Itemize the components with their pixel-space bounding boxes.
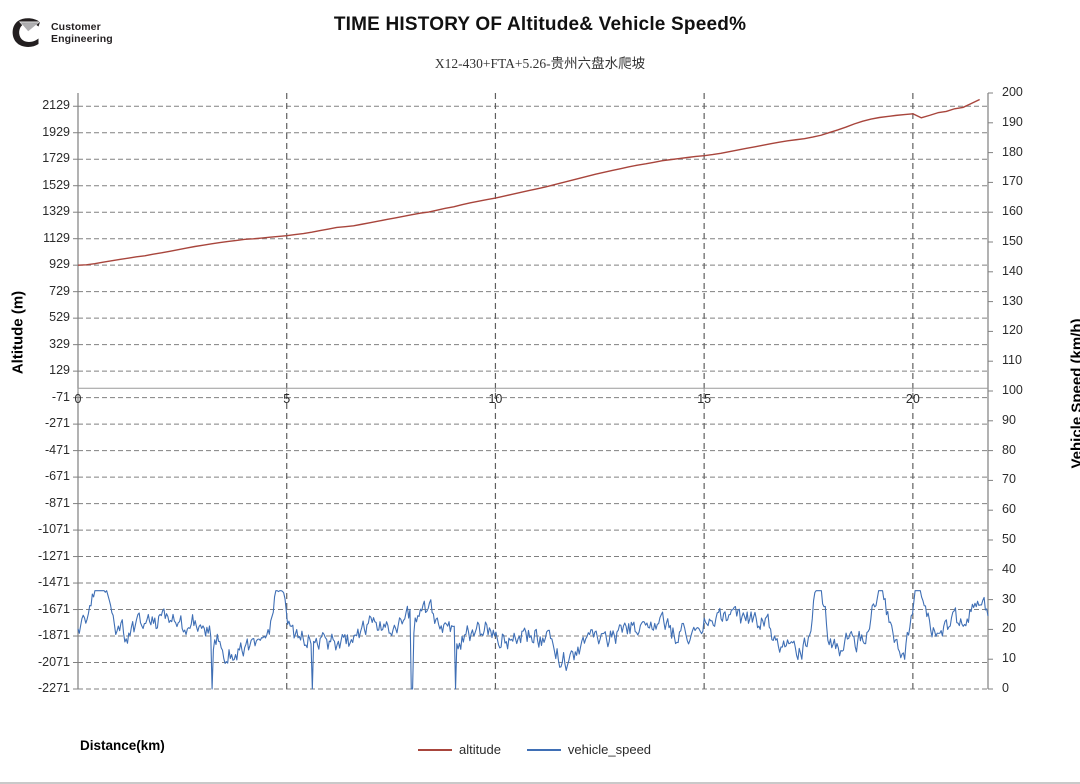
logo-text: Customer Engineering: [51, 21, 113, 46]
y-axis-left-tick-label: -1471: [38, 575, 70, 590]
y-axis-left-tick-label: 529: [49, 310, 70, 325]
y-axis-right-tick-label: 160: [1002, 204, 1023, 219]
y-axis-left-tick-label: 329: [49, 336, 70, 351]
y-axis-right-tick-label: 50: [1002, 532, 1016, 546]
y-axis-left-tick-label: -871: [44, 495, 70, 510]
logo-text-line2: Engineering: [51, 33, 113, 45]
y-axis-right-tick-label: 100: [1002, 383, 1023, 397]
x-axis-title: Distance(km): [80, 738, 165, 753]
series-line-altitude: [77, 98, 980, 266]
y-axis-right-tick-label: 60: [1002, 502, 1016, 517]
chart-title: TIME HISTORY OF Altitude& Vehicle Speed%: [333, 14, 747, 35]
legend-label: altitude: [459, 742, 501, 757]
y-axis-left-tick-label: 1529: [42, 177, 70, 192]
series-layer: [77, 98, 989, 690]
y-axis-left-tick-label: -1271: [38, 548, 70, 563]
cummins-c-logo-icon: [10, 16, 44, 50]
y-axis-right-tick-label: 10: [1002, 651, 1016, 666]
y-axis-left-tick-label: 129: [49, 363, 70, 378]
legend-item[interactable]: vehicle_speed: [526, 742, 652, 757]
legend-label: vehicle_speed: [567, 742, 652, 757]
y-axis-right-tick-label: 150: [1002, 234, 1023, 248]
y-axis-right-tick-label: 20: [1002, 621, 1016, 636]
y-axis-left-tick-label: -271: [44, 416, 70, 431]
y-axis-left-tick-label: -2271: [38, 681, 70, 695]
logo-text-line1: Customer: [51, 20, 101, 33]
y-axis-right-tick-label: 180: [1002, 144, 1023, 159]
chart-legend: altitude vehicle_speed: [418, 742, 651, 757]
chart-subtitle: X12-430+FTA+5.26-贵州六盘水爬坡: [434, 56, 646, 71]
x-axis-tick-label: 10: [488, 392, 503, 407]
x-axis-tick-label: 0: [74, 392, 82, 407]
grid-layer: [78, 93, 988, 690]
legend-swatch-icon: [418, 748, 452, 751]
y-axis-left-tick-label: -1671: [38, 601, 70, 616]
y-axis-right-tick-label: 40: [1002, 561, 1016, 576]
y-axis-right-tick-label: 200: [1002, 85, 1023, 99]
y-axis-left-tick-label: 1929: [42, 124, 70, 139]
y-axis-left-tick-label: -471: [44, 442, 70, 457]
x-axis-tick-label: 15: [697, 392, 712, 407]
y-axis-left-tick-label: -1871: [38, 628, 70, 643]
y-axis-left-tick-label: -71: [51, 389, 70, 404]
y-axis-left-tick-label: 729: [49, 283, 70, 298]
brand-logo: Customer Engineering: [10, 10, 230, 56]
legend-swatch-icon: [526, 748, 561, 751]
y-axis-right-tick-label: 80: [1002, 442, 1016, 457]
y-axis-left-tick-label: -2071: [38, 654, 70, 669]
y-axis-left-tick-label: 1729: [42, 151, 70, 166]
y-axis-left-tick-label: 929: [49, 257, 70, 272]
y-axis-left-tick-label: 1329: [42, 204, 70, 219]
y-axis-right-tick-label: 170: [1002, 174, 1023, 189]
y-axis-right-tick-label: 90: [1002, 412, 1016, 427]
y-axis-right-tick-label: 0: [1002, 681, 1009, 695]
y-axis-right-tick-label: 70: [1002, 472, 1016, 487]
axis-layer: [73, 92, 993, 690]
y-axis-right-tick-label: 190: [1002, 114, 1023, 129]
y-axis-left-tick-label: -1071: [38, 522, 70, 537]
y-axis-right-tick-label: 110: [1002, 353, 1022, 368]
y-axis-left-tick-label: 1129: [43, 230, 70, 245]
y-axis-right-tick-label: 140: [1002, 263, 1023, 278]
y-axis-right-tick-label: 120: [1002, 323, 1023, 338]
y-axis-left-tick-label: -671: [44, 469, 70, 484]
y-axis-right-tick-label: 30: [1002, 591, 1016, 606]
legend-item[interactable]: altitude: [418, 742, 501, 757]
x-axis-tick-label: 5: [283, 392, 291, 407]
series-line-vehicle-speed: [77, 590, 989, 690]
x-axis-tick-label: 20: [905, 392, 920, 407]
y-axis-left-tick-label: 2129: [42, 98, 70, 113]
y-axis-right-tick-label: 130: [1002, 293, 1023, 308]
